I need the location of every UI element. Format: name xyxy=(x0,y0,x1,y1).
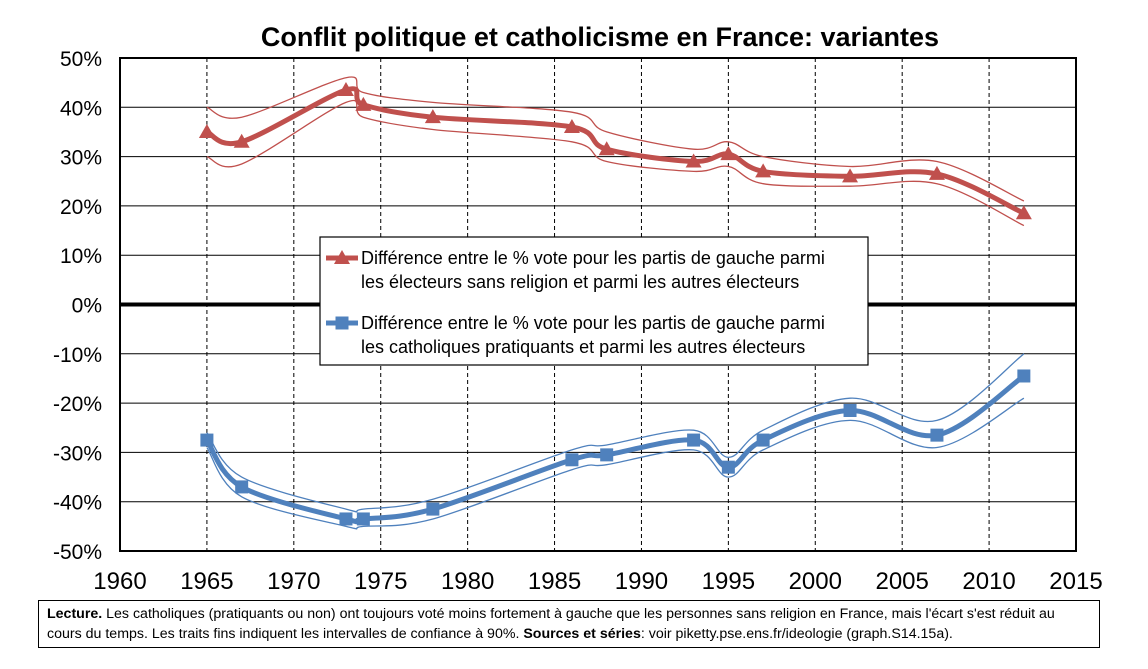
series-1-point xyxy=(424,109,441,124)
series-2-point xyxy=(565,453,579,467)
x-tick-label: 2000 xyxy=(789,568,842,595)
series-2-ci-upper xyxy=(206,353,1025,513)
y-tick-label: -30% xyxy=(53,442,102,465)
y-tick-label: -10% xyxy=(53,344,102,367)
x-tick-label: 1980 xyxy=(441,568,494,595)
note-lecture-label: Lecture. xyxy=(47,606,103,622)
series-2-ci-lower xyxy=(206,397,1025,530)
y-axis-tick-labels: -50% -40% -30% -20% -10% 0% 10% 20% 30% 40% 50% xyxy=(53,48,102,564)
series-1-point xyxy=(842,168,859,183)
y-tick-label: 50% xyxy=(60,48,102,71)
x-tick-label: 1970 xyxy=(267,568,320,595)
series-2-point xyxy=(756,433,770,447)
y-tick-label: 40% xyxy=(60,97,102,120)
y-tick-label: -50% xyxy=(53,541,102,564)
series-2-point xyxy=(200,433,214,447)
legend-entry-line2: les catholiques pratiquants et parmi les… xyxy=(361,337,805,357)
series-1-point xyxy=(685,153,702,168)
x-tick-label: 1995 xyxy=(702,568,755,595)
note-sources-text: : voir piketty.pse.ens.fr/ideologie (gra… xyxy=(640,626,953,642)
x-tick-label: 2005 xyxy=(875,568,928,595)
series-1-point xyxy=(720,146,737,161)
y-tick-label: 10% xyxy=(60,245,102,268)
chart: Conflit politique et catholicisme en Fra… xyxy=(53,22,1103,595)
x-tick-label: 1960 xyxy=(93,568,146,595)
y-tick-label: 30% xyxy=(60,147,102,170)
series-2-line xyxy=(204,373,1027,525)
x-tick-label: 2010 xyxy=(962,568,1015,595)
legend-swatch-marker xyxy=(334,250,350,264)
x-tick-label: 1985 xyxy=(528,568,581,595)
x-axis-tick-labels: 1960 1965 1970 1975 1980 1985 1990 1995 2000 2005… xyxy=(93,568,1102,595)
series-2-point xyxy=(930,428,944,442)
series-2-point xyxy=(687,433,701,447)
x-tick-label: 1965 xyxy=(180,568,233,595)
series-1-ci-lower xyxy=(206,99,1025,227)
series-1-point xyxy=(233,133,250,148)
y-tick-label: -20% xyxy=(53,393,102,416)
reading-note: Lecture. Les catholiques (pratiquants ou… xyxy=(38,600,1100,648)
series-1-point xyxy=(598,141,615,156)
series-2-point xyxy=(843,403,857,417)
legend: Différence entre le % vote pour les part… xyxy=(319,236,869,366)
y-tick-label: 0% xyxy=(72,295,102,318)
series-2-point xyxy=(356,512,370,526)
series-1-point xyxy=(1015,205,1032,220)
series-1-point xyxy=(755,163,772,178)
series-1-point xyxy=(337,82,354,97)
y-tick-label: -40% xyxy=(53,492,102,515)
chart-title: Conflit politique et catholicisme en Fra… xyxy=(261,22,939,52)
series-2-point xyxy=(426,502,440,516)
x-tick-label: 1975 xyxy=(354,568,407,595)
x-tick-label: 1990 xyxy=(615,568,668,595)
y-tick-label: 20% xyxy=(60,196,102,219)
series-layer xyxy=(198,76,1032,530)
series-2-point xyxy=(339,512,353,526)
legend-entry-line1: Différence entre le % vote pour les part… xyxy=(361,248,825,268)
x-tick-label: 2015 xyxy=(1049,568,1102,595)
legend-entry-line2: les électeurs sans religion et parmi les… xyxy=(361,272,799,292)
series-1-point xyxy=(355,96,372,111)
note-sources-label: Sources et séries xyxy=(523,626,641,642)
series-1-point xyxy=(563,119,580,134)
legend-entry-line1: Différence entre le % vote pour les part… xyxy=(361,313,825,333)
series-2-point xyxy=(600,448,614,462)
legend-box xyxy=(319,236,869,366)
series-1-ci-upper xyxy=(206,76,1025,202)
series-1-point xyxy=(928,165,945,180)
note-lecture-text: Les catholiques (pratiquants ou non) ont… xyxy=(47,606,1055,642)
series-2-point xyxy=(1017,369,1031,383)
series-2-point xyxy=(235,480,249,494)
legend-swatch-marker xyxy=(335,316,349,330)
series-2-point xyxy=(721,460,735,474)
series-1 xyxy=(198,76,1032,227)
series-2 xyxy=(200,353,1031,530)
series-1-point xyxy=(198,123,215,138)
